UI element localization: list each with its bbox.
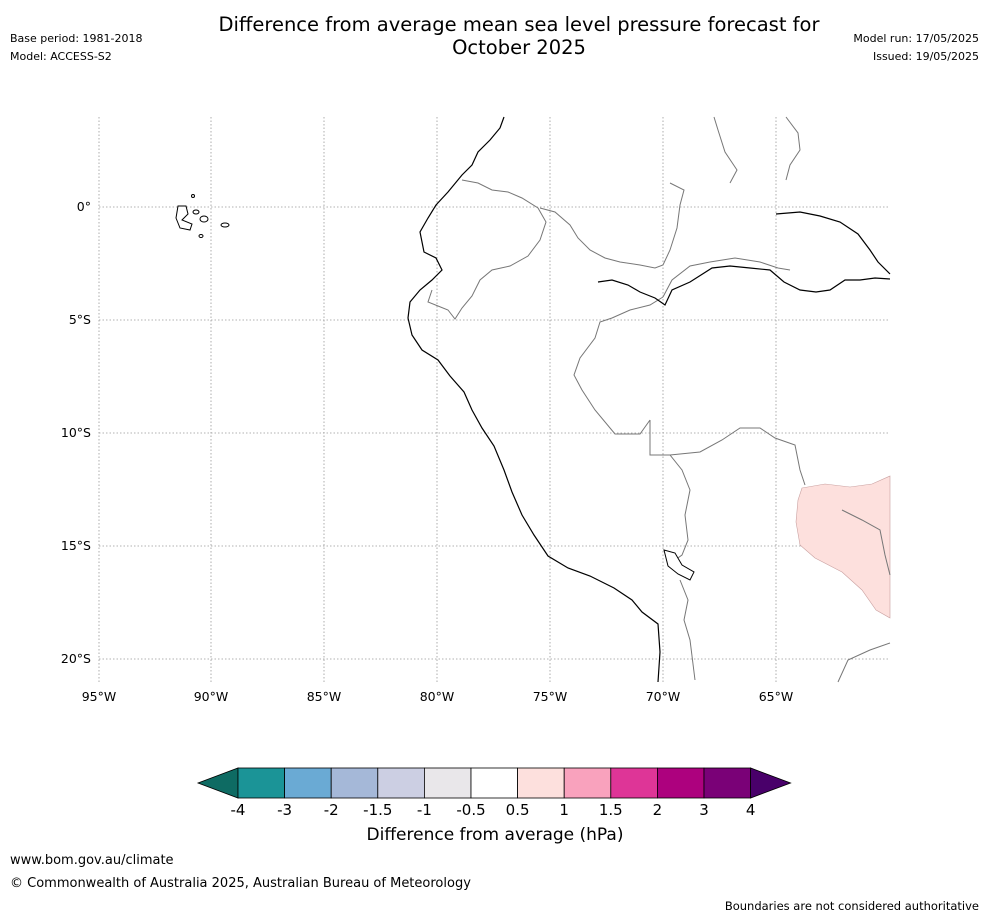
- lon-label-70w: 70°W: [645, 689, 681, 704]
- positive-anomaly-region: [795, 475, 891, 619]
- lon-label-65w: 65°W: [758, 689, 794, 704]
- border-peru-brazil: [649, 420, 691, 561]
- lat-label-0: 0°: [76, 199, 91, 214]
- island-santa-cruz: [199, 215, 209, 223]
- issued-date: Issued: 19/05/2025: [872, 50, 979, 63]
- chart-title: Difference from average mean sea level p…: [150, 13, 888, 59]
- lat-label-15s: 15°S: [60, 538, 91, 553]
- border-bolivia-chile: [679, 579, 696, 681]
- lon-label-80w: 80°W: [419, 689, 455, 704]
- base-period: Base period: 1981-2018: [10, 32, 143, 45]
- lon-label-95w: 95°W: [81, 689, 117, 704]
- lat-label-5s: 5°S: [68, 312, 91, 327]
- border-colombia-venezuela: [539, 182, 685, 269]
- coast-caribbean: [597, 265, 891, 306]
- colorbar-tick-label: 4: [745, 801, 756, 819]
- colorbar-tick-label: 1: [559, 801, 569, 819]
- map-gridlines: [98, 117, 890, 682]
- coast-north-venezuela: [775, 211, 891, 275]
- lon-label-75w: 75°W: [532, 689, 568, 704]
- colorbar-tick-label: 0.5: [505, 801, 530, 819]
- footer-url[interactable]: www.bom.gov.au/climate: [10, 853, 174, 868]
- border-peru-colombia: [573, 296, 664, 435]
- coast-pacific: [407, 116, 661, 683]
- colorbar-tick-label: -4: [230, 801, 246, 819]
- colorbar-tick-label: -1: [416, 801, 432, 819]
- meta-right: Model run: 17/05/2025 Issued: 19/05/2025: [853, 30, 979, 66]
- island-genovesa: [191, 194, 195, 198]
- colorbar-tick-label: 1.5: [598, 801, 623, 819]
- border-venezuela-brazil: [662, 257, 791, 298]
- border-guyana-east: [785, 116, 801, 181]
- footer-copyright: © Commonwealth of Australia 2025, Austra…: [10, 876, 471, 891]
- island-san-cristobal: [220, 222, 230, 228]
- coastlines: [407, 116, 891, 683]
- lon-label-85w: 85°W: [306, 689, 342, 704]
- border-bolivia-paraguay: [841, 509, 891, 576]
- footer-disclaimer: Boundaries are not considered authoritat…: [724, 899, 979, 913]
- colorbar-tick-label: 3: [699, 801, 709, 819]
- island-santiago: [192, 209, 200, 215]
- island-isabela: [175, 205, 193, 231]
- lon-label-90w: 90°W: [193, 689, 229, 704]
- lake-titicaca: [663, 549, 695, 581]
- colorbar-tick-label: -3: [277, 801, 293, 819]
- island-fernandina: [198, 234, 204, 238]
- meta-left: Base period: 1981-2018 Model: ACCESS-S2: [10, 30, 142, 66]
- border-bolivia-brazil: [669, 427, 806, 486]
- border-venezuela-guyana: [713, 116, 738, 184]
- model-name: Model: ACCESS-S2: [10, 50, 112, 63]
- colorbar-tick-label: -1.5: [363, 801, 393, 819]
- border-bolivia-south: [837, 642, 891, 683]
- border-colombia-ecuador: [427, 179, 547, 320]
- title-line-1: Difference from average mean sea level p…: [218, 13, 820, 36]
- colorbar-tick-label: -0.5: [456, 801, 486, 819]
- colorbar-tick-label: -2: [323, 801, 339, 819]
- title-line-2: October 2025: [452, 36, 586, 59]
- colorbar-tick-label: 2: [652, 801, 663, 819]
- galapagos-islands: [175, 194, 230, 238]
- country-borders: [427, 116, 891, 683]
- lake-titicaca-shape: [663, 549, 695, 581]
- model-run: Model run: 17/05/2025: [853, 32, 979, 45]
- lat-label-20s: 20°S: [60, 651, 91, 666]
- lat-label-10s: 10°S: [60, 425, 91, 440]
- colorbar-label: Difference from average (hPa): [366, 825, 624, 845]
